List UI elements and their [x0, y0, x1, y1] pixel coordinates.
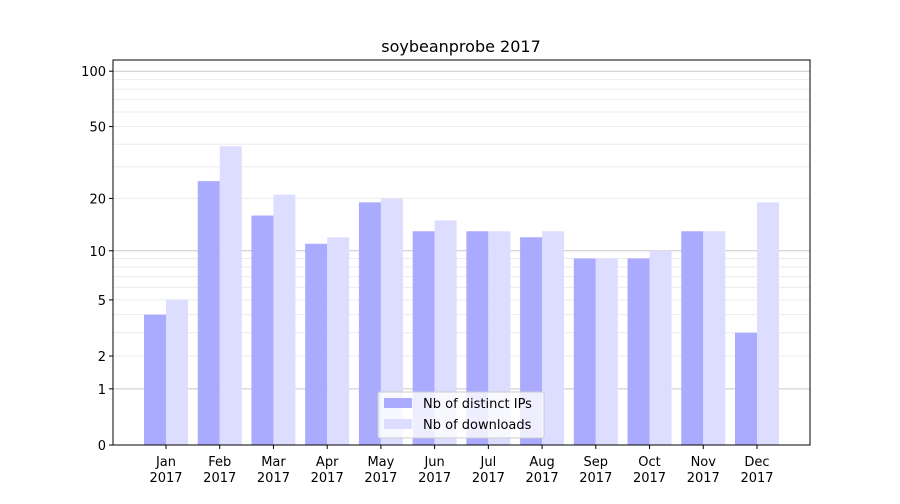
- x-tick-label-year: 2017: [311, 471, 344, 486]
- plot-frame: [112, 59, 811, 446]
- legend-label-ips: Nb of distinct IPs: [423, 397, 532, 412]
- y-axis: 0 1 2 5 10 20 50 100: [81, 65, 113, 454]
- y-tick-label: 5: [98, 294, 106, 309]
- x-tick-label-month: Jun: [423, 455, 444, 470]
- y-tick-label: 0: [98, 439, 106, 454]
- x-tick-label-month: Oct: [638, 455, 660, 470]
- x-axis: Jan2017Feb2017Mar2017Apr2017May2017Jun20…: [149, 445, 774, 486]
- bar-downloads: [649, 250, 672, 445]
- x-tick-label-year: 2017: [149, 471, 182, 486]
- x-tick-label-year: 2017: [633, 471, 666, 486]
- bar-downloads: [166, 299, 188, 445]
- x-tick-label-month: May: [367, 455, 394, 470]
- x-tick-label-year: 2017: [687, 471, 720, 486]
- legend-label-downloads: Nb of downloads: [423, 418, 532, 433]
- bar-downloads: [595, 258, 618, 445]
- x-tick-label-month: Nov: [691, 455, 717, 470]
- bar-downloads: [757, 202, 779, 445]
- x-tick-label-month: Dec: [744, 455, 769, 470]
- bar-ips: [144, 314, 166, 445]
- x-tick-label-year: 2017: [364, 471, 397, 486]
- y-tick-label: 2: [98, 350, 106, 365]
- y-tick-label: 50: [89, 121, 106, 136]
- x-tick-label-year: 2017: [579, 471, 612, 486]
- legend: Nb of distinct IPs Nb of downloads: [377, 391, 545, 439]
- legend-swatch-ips: [384, 398, 412, 408]
- bar-ips: [627, 258, 650, 445]
- x-tick-label-month: Feb: [208, 455, 231, 470]
- legend-box: [377, 391, 545, 439]
- x-tick-label-year: 2017: [418, 471, 451, 486]
- bar-downloads: [327, 237, 350, 445]
- bar-ips: [735, 332, 757, 445]
- x-tick-label-year: 2017: [203, 471, 236, 486]
- bar-downloads: [703, 231, 726, 445]
- x-tick-label-month: Sep: [584, 455, 609, 470]
- x-tick-label-year: 2017: [257, 471, 290, 486]
- x-tick-label-month: Apr: [316, 455, 339, 470]
- bar-downloads: [380, 198, 403, 445]
- bar-downloads: [219, 146, 242, 446]
- y-tick-label: 100: [81, 65, 106, 80]
- bar-ips: [251, 215, 274, 445]
- x-tick-label-month: Mar: [261, 455, 286, 470]
- bar-downloads: [434, 220, 457, 445]
- bar-ips: [197, 181, 220, 446]
- x-tick-label-year: 2017: [526, 471, 559, 486]
- y-tick-label: 1: [98, 383, 106, 398]
- x-tick-label-year: 2017: [740, 471, 773, 486]
- bar-downloads: [542, 231, 565, 445]
- x-tick-label-month: Aug: [529, 455, 554, 470]
- y-tick-label: 10: [89, 245, 106, 260]
- bar-ips: [573, 258, 596, 445]
- bars: [144, 146, 779, 446]
- x-tick-label-month: Jul: [480, 455, 497, 470]
- chart-title: soybeanprobe 2017: [381, 37, 541, 56]
- x-tick-label-month: Jan: [155, 455, 176, 470]
- bar-ips: [681, 231, 704, 445]
- x-tick-label-year: 2017: [472, 471, 505, 486]
- bar-ips: [305, 243, 328, 445]
- bar-downloads: [273, 194, 296, 445]
- bar-ips: [358, 202, 381, 445]
- y-tick-label: 20: [89, 192, 106, 207]
- legend-swatch-downloads: [384, 419, 412, 429]
